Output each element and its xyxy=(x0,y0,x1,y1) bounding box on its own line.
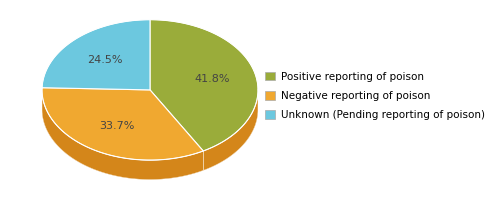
Polygon shape xyxy=(150,20,258,151)
Polygon shape xyxy=(203,91,258,170)
Polygon shape xyxy=(42,20,150,90)
Text: 33.7%: 33.7% xyxy=(99,121,134,131)
Polygon shape xyxy=(42,91,203,180)
Legend: Positive reporting of poison, Negative reporting of poison, Unknown (Pending rep: Positive reporting of poison, Negative r… xyxy=(260,66,490,126)
Text: 24.5%: 24.5% xyxy=(87,55,122,65)
Polygon shape xyxy=(42,88,203,160)
Text: 41.8%: 41.8% xyxy=(195,74,230,84)
Polygon shape xyxy=(42,90,258,180)
